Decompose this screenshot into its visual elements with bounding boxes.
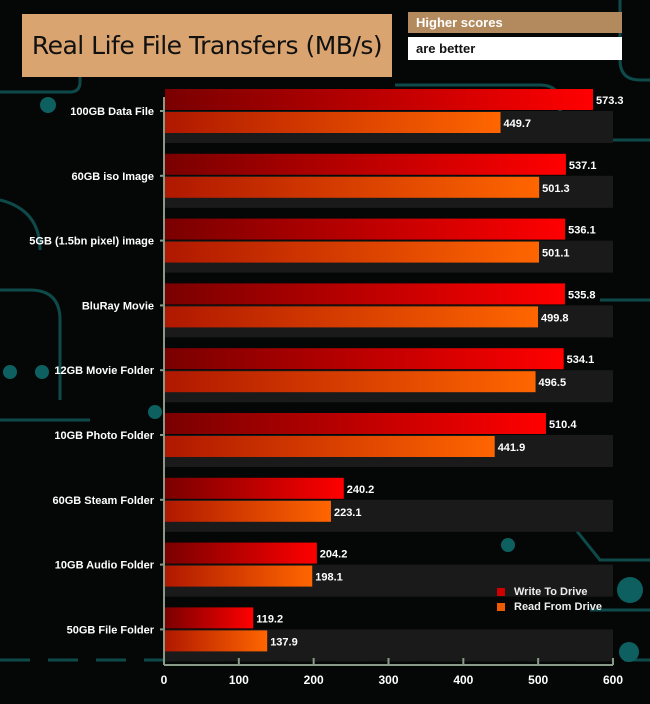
data-label: 119.2 [256,613,283,625]
data-label: 449.7 [504,118,532,130]
read-bar [165,630,268,652]
data-label: 501.1 [542,248,570,260]
category-label: 10GB Photo Folder [54,430,154,442]
are-better-label: are better [408,37,622,60]
write-bar [165,283,565,305]
write-bar [165,348,564,370]
write-bar [165,89,594,110]
category-label: 5GB (1.5bn pixel) image [29,236,154,248]
data-label: 534.1 [567,354,595,366]
higher-scores-label: Higher scores [408,12,622,33]
legend-label-write: Write To Drive [514,585,588,598]
write-bar [165,542,317,564]
legend-swatch-read [497,602,505,611]
read-bar [165,436,495,457]
read-bar [165,241,539,263]
data-label: 573.3 [596,95,624,107]
write-bar [165,477,344,499]
x-tick-label: 0 [161,673,168,687]
legend-label-read: Read From Drive [514,600,603,613]
x-tick-label: 200 [304,673,324,687]
data-label: 137.9 [270,636,298,648]
legend-swatch-write [497,587,505,596]
x-tick-label: 400 [453,673,473,687]
data-label: 537.1 [569,160,597,172]
legend-item-write: Write To Drive [497,584,602,599]
read-bar [165,500,331,522]
read-bar [165,176,540,198]
data-label: 496.5 [539,377,567,389]
data-label: 535.8 [568,289,596,301]
write-bar [165,413,546,434]
category-label: 50GB File Folder [67,624,155,636]
category-label: 60GB Steam Folder [53,495,155,507]
category-label: 10GB Audio Folder [55,560,155,572]
x-tick-label: 600 [603,673,623,687]
legend-item-read: Read From Drive [497,599,602,614]
data-label: 441.9 [498,442,526,454]
read-bar [165,565,313,587]
legend: Write To Drive Read From Drive [497,584,602,614]
read-bar [165,306,539,328]
read-bar [165,112,501,133]
category-label: 12GB Movie Folder [54,365,154,377]
data-label: 536.1 [568,225,596,237]
category-label: BluRay Movie [82,300,154,312]
x-tick-label: 500 [528,673,548,687]
data-label: 240.2 [347,484,375,496]
data-label: 198.1 [315,572,343,584]
category-label: 60GB iso Image [71,171,154,183]
data-label: 510.4 [549,419,577,431]
data-label: 204.2 [320,549,348,561]
write-bar [165,218,566,240]
data-label: 499.8 [541,312,569,324]
data-label: 223.1 [334,507,362,519]
x-tick-label: 300 [378,673,398,687]
chart-title: Real Life File Transfers (MB/s) [22,14,392,77]
read-bar [165,371,536,393]
category-label: 100GB Data File [70,106,154,118]
write-bar [165,607,254,629]
x-tick-label: 100 [229,673,249,687]
data-label: 501.3 [542,183,570,195]
write-bar [165,153,566,175]
